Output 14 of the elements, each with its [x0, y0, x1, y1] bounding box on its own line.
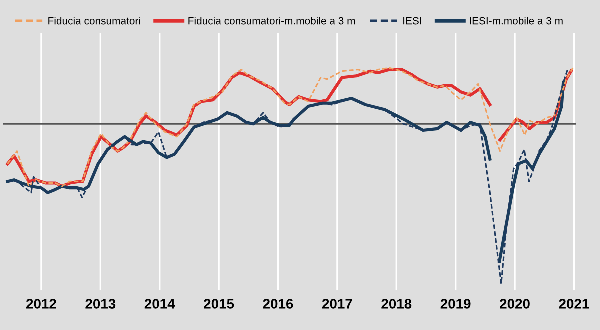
- x-tick-label: 2018: [382, 299, 412, 309]
- x-tick-label: 2019: [440, 299, 471, 309]
- x-tick-label: 2016: [263, 299, 294, 309]
- x-tick-label: 2012: [26, 299, 56, 309]
- x-tick-label: 2015: [204, 299, 234, 309]
- legend-label: Fiducia consumatori-m.mobile a 3 m: [188, 17, 356, 25]
- x-tick-label: 2021: [559, 299, 590, 309]
- x-tick-label: 2013: [86, 299, 116, 309]
- x-tick-label: 2017: [322, 299, 352, 309]
- legend-label: Fiducia consumatori: [48, 17, 140, 25]
- x-tick-label: 2020: [500, 299, 530, 309]
- legend-label: IESI-m.mobile a 3 m: [470, 17, 563, 25]
- x-tick-label: 2014: [144, 299, 176, 309]
- legend-label: IESI: [404, 17, 422, 25]
